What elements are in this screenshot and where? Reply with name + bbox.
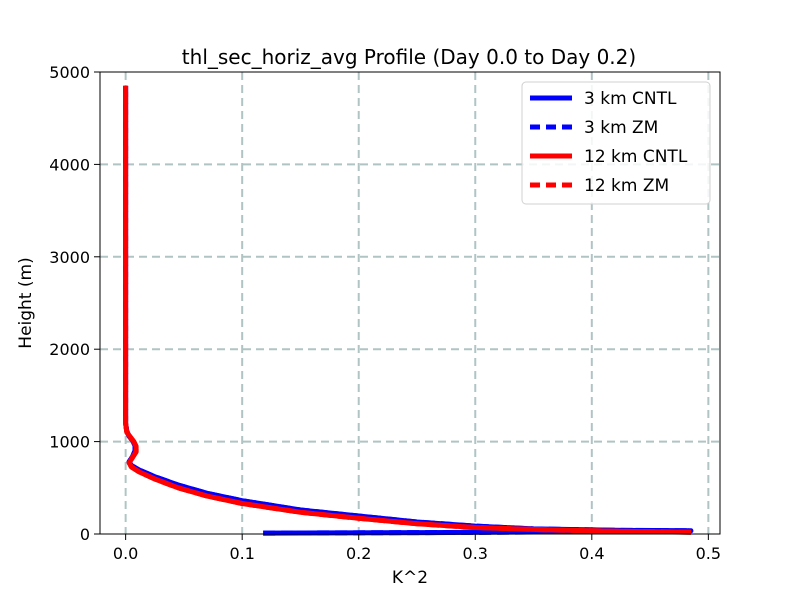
x-tick-label: 0.5 <box>696 544 721 563</box>
y-axis-ticks: 0 1000 2000 3000 4000 5000 <box>49 63 100 544</box>
legend: 3 km CNTL 3 km ZM 12 km CNTL 12 km ZM <box>521 81 711 205</box>
legend-label: 12 km ZM <box>584 176 669 196</box>
legend-label: 12 km CNTL <box>584 147 688 167</box>
plot-frame <box>99 71 721 535</box>
y-tick-label: 0 <box>80 525 90 544</box>
legend-label: 3 km ZM <box>584 118 658 138</box>
legend-box <box>521 81 711 205</box>
x-tick-label: 0.1 <box>229 544 254 563</box>
y-tick-label: 2000 <box>49 340 90 359</box>
x-axis-ticks: 0.0 0.1 0.2 0.3 0.4 0.5 <box>113 534 721 563</box>
x-tick-label: 0.3 <box>463 544 488 563</box>
y-tick-label: 1000 <box>49 433 90 452</box>
x-tick-label: 0.0 <box>113 544 138 563</box>
y-tick-label: 4000 <box>49 155 90 174</box>
y-tick-label: 5000 <box>49 63 90 82</box>
y-tick-label: 3000 <box>49 248 90 267</box>
x-axis-label: K^2 <box>392 568 428 588</box>
x-tick-label: 0.2 <box>346 544 371 563</box>
y-axis-label: Height (m) <box>16 257 36 348</box>
legend-label: 3 km CNTL <box>584 89 677 109</box>
grid <box>100 72 720 534</box>
chart-title: thl_sec_horiz_avg Profile (Day 0.0 to Da… <box>182 45 636 69</box>
series-line <box>123 85 691 535</box>
series-lines <box>123 85 694 536</box>
x-tick-label: 0.4 <box>579 544 604 563</box>
